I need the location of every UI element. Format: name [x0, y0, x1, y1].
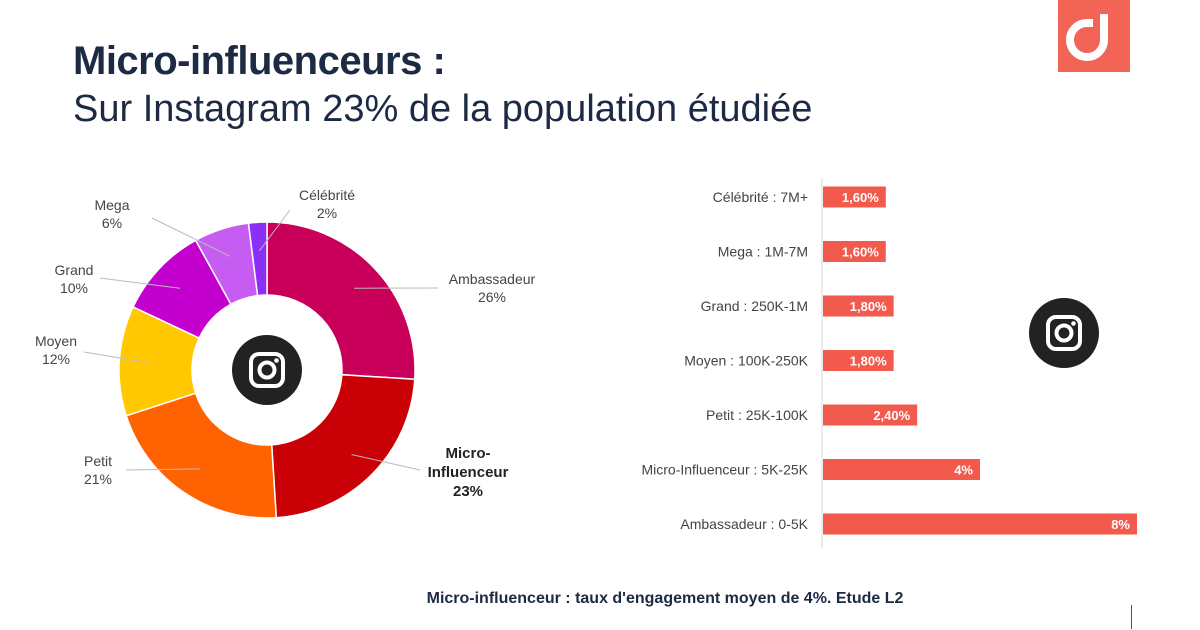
donut-value-label: 21%: [84, 471, 112, 487]
donut-slice-micro-influenceur: [270, 373, 416, 519]
bar: [823, 404, 918, 426]
page-subtitle: Sur Instagram 23% de la population étudi…: [73, 88, 813, 130]
leader-line: [83, 351, 148, 363]
leader-line: [99, 277, 180, 289]
donut-label-highlight: Influenceur: [428, 464, 509, 481]
leader-line: [351, 454, 421, 471]
bar-category-label: Grand : 250K-1M: [701, 298, 808, 314]
donut-label-highlight: Micro-: [446, 445, 491, 462]
bar-category-label: Micro-Influenceur : 5K-25K: [641, 462, 808, 478]
bar: [823, 295, 894, 317]
instagram-icon: [1029, 298, 1099, 368]
donut-label: Ambassadeur: [449, 271, 536, 287]
donut-label: Célébrité: [299, 187, 355, 203]
donut-chart: Ambassadeur 26% Micro- Influenceur 23% Petit 2…: [35, 187, 536, 519]
donut-label: Petit: [84, 453, 112, 469]
leader-line: [151, 217, 231, 257]
donut-value-label: 12%: [42, 351, 70, 367]
donut-label: Moyen: [35, 333, 77, 349]
bar-value-label: 8%: [1111, 517, 1130, 532]
title-block: Micro-influenceurs : Sur Instagram 23% d…: [73, 38, 812, 132]
bar-category-label: Mega : 1M-7M: [718, 244, 808, 260]
bar: [823, 186, 886, 208]
bar-value-label: 1,80%: [850, 299, 887, 314]
bar-value-label: 1,60%: [842, 190, 879, 205]
bar-category-label: Célébrité : 7M+: [713, 189, 808, 205]
bar-category-label: Moyen : 100K-250K: [684, 353, 808, 369]
d-logo-icon: [1058, 0, 1130, 72]
divider: [1131, 605, 1132, 629]
leader-line: [259, 209, 291, 252]
donut-label: Grand: [55, 262, 94, 278]
bar-category-label: Petit : 25K-100K: [706, 407, 809, 423]
instagram-icon: [232, 335, 302, 405]
donut-slice-c-l-brit-: [247, 221, 268, 297]
bar-category-label: Ambassadeur : 0-5K: [680, 516, 808, 532]
leader-line: [125, 468, 200, 471]
page-title: Micro-influenceurs :: [73, 39, 446, 83]
bar: [823, 350, 894, 371]
donut-label-highlight: 23%: [453, 483, 483, 500]
footer-note: Micro-influenceur : taux d'engagement mo…: [426, 590, 904, 607]
bar-value-label: 1,60%: [842, 245, 879, 260]
donut-value-label: 6%: [102, 215, 122, 231]
donut-slice-petit: [125, 392, 278, 519]
donut-value-label: 10%: [60, 280, 88, 296]
donut-value-label: 2%: [317, 205, 337, 221]
bar-value-label: 4%: [954, 463, 973, 478]
bar: [823, 241, 886, 262]
bar-value-label: 1,80%: [850, 354, 887, 369]
donut-value-label: 26%: [478, 289, 506, 305]
bar-value-label: 2,40%: [873, 408, 910, 423]
bar: [823, 513, 1137, 535]
donut-label: Mega: [94, 197, 129, 213]
bar: [823, 459, 980, 480]
donut-slice-ambassadeur: [266, 221, 416, 381]
